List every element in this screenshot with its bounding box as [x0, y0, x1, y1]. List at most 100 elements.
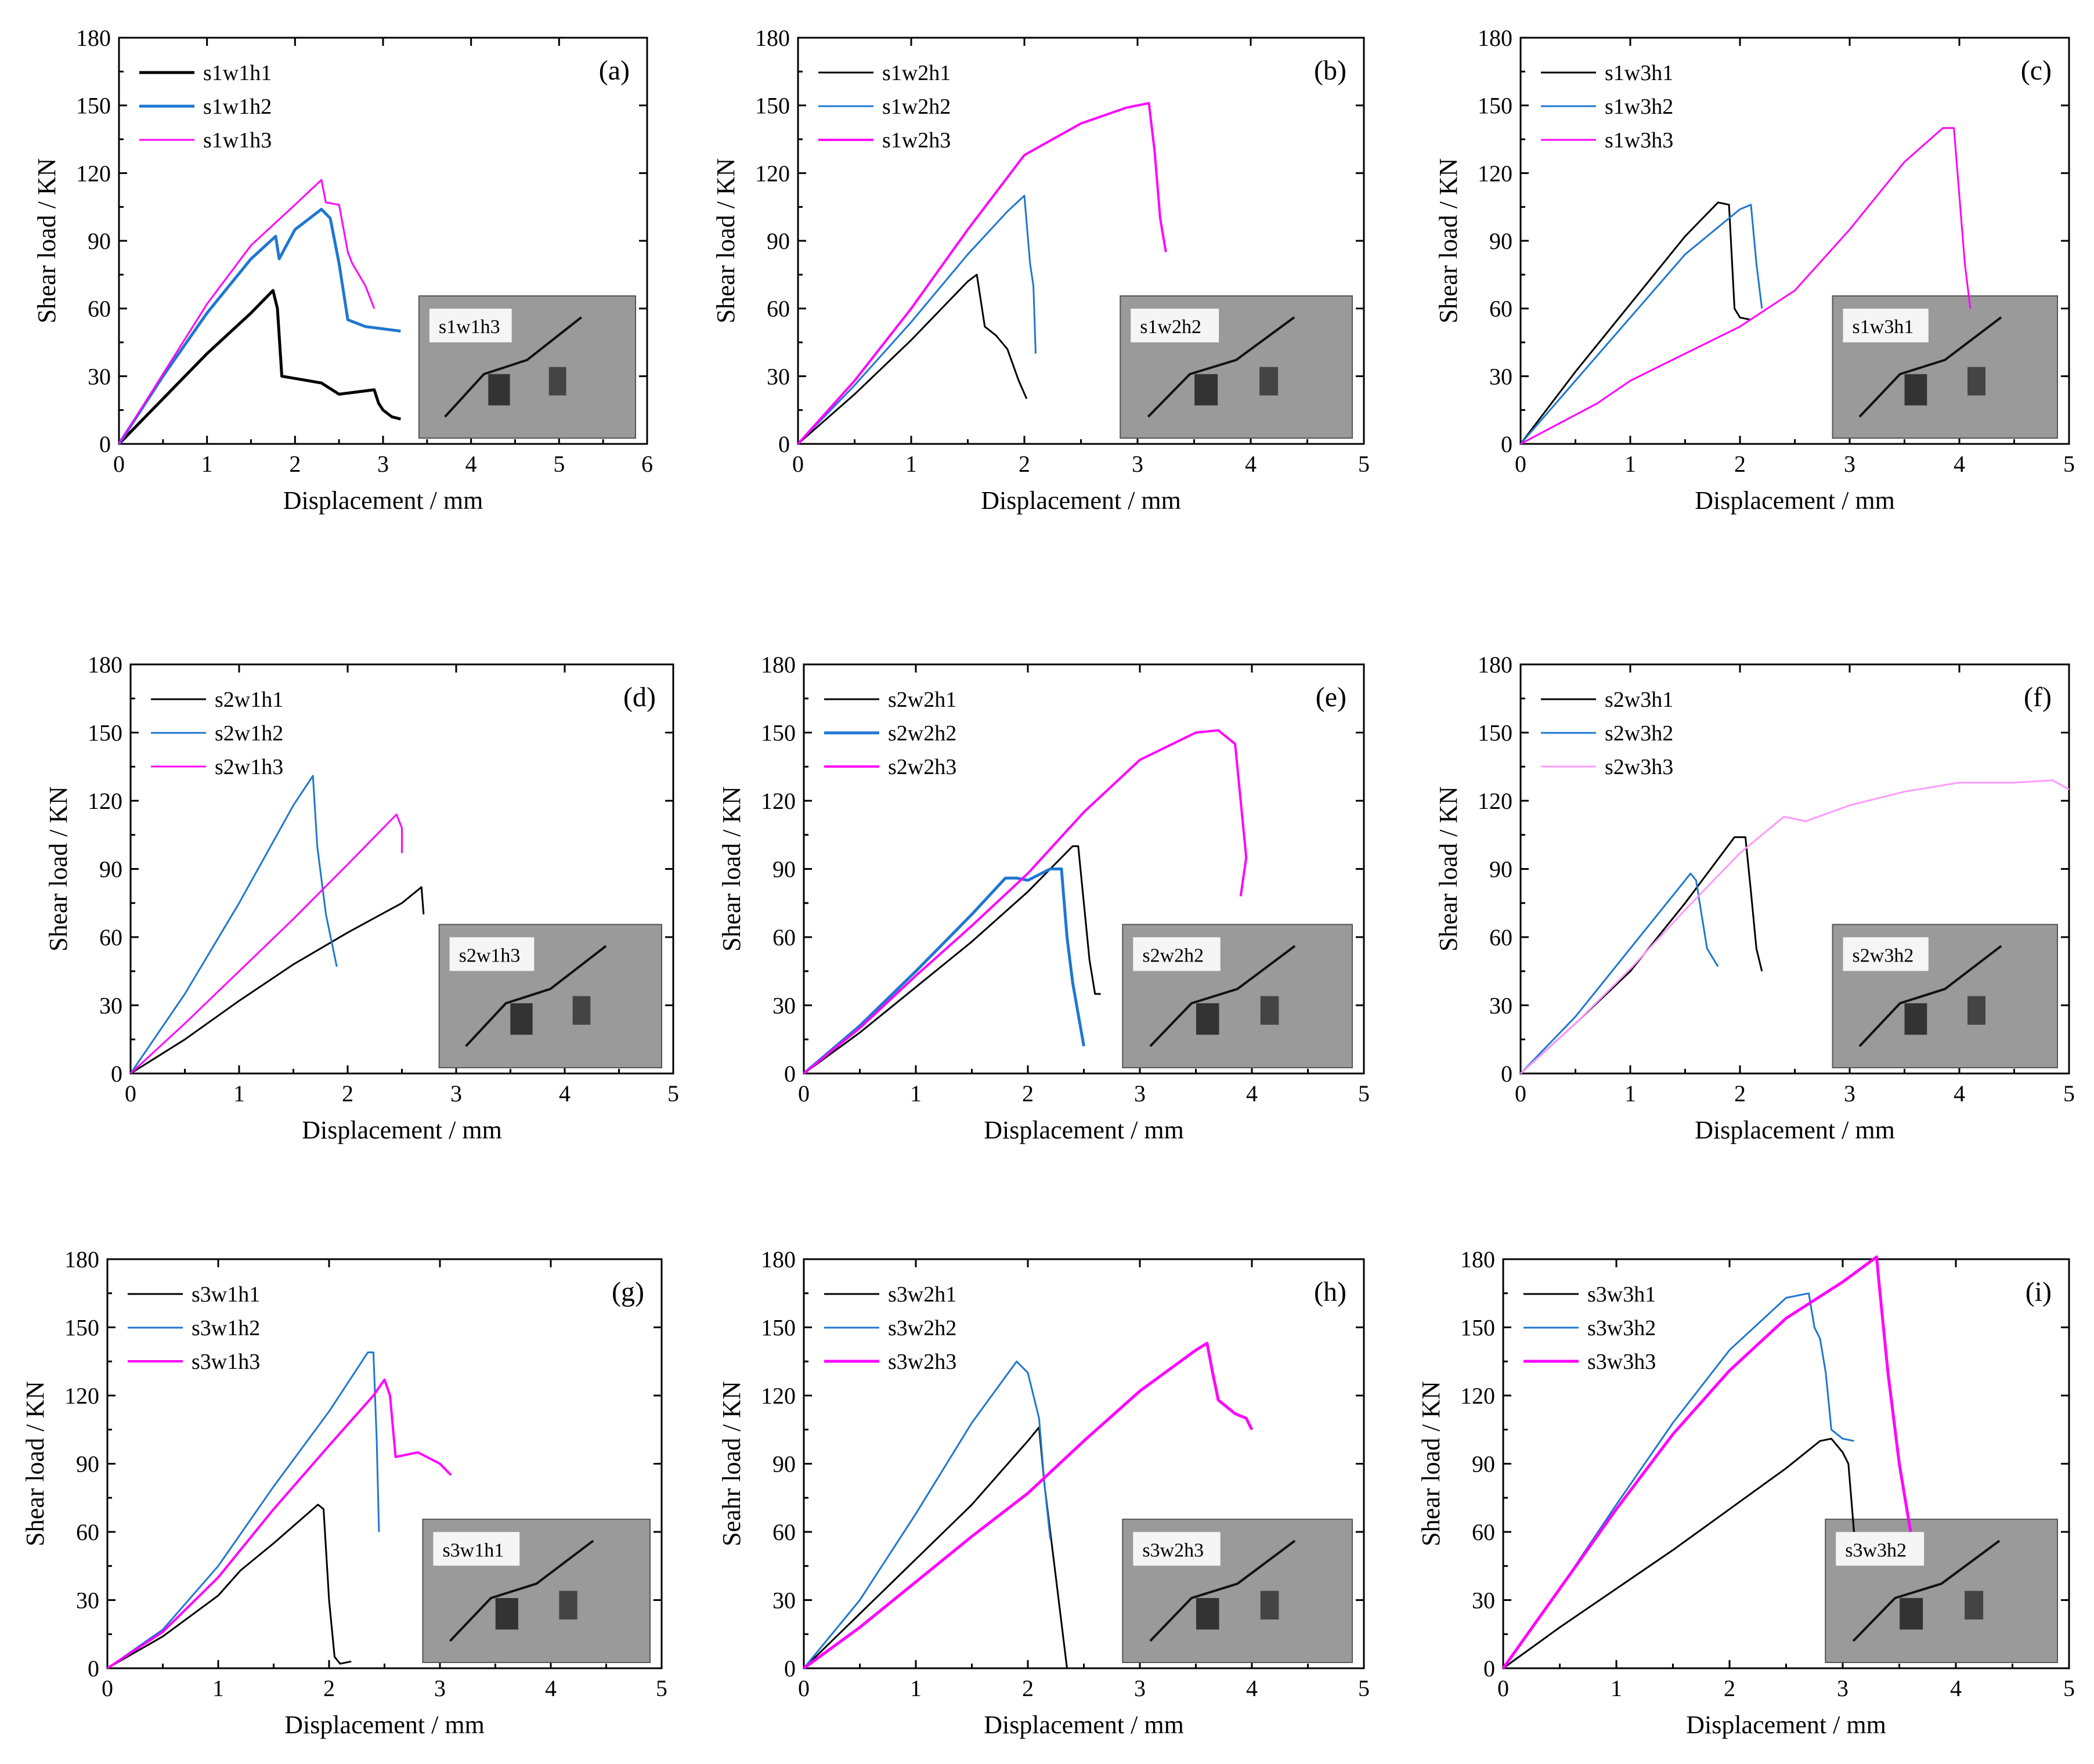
series-line-s2w2h3: [803, 729, 1248, 1075]
y-axis-title: Seahr load / KN: [717, 1381, 746, 1546]
specimen-block: [572, 996, 591, 1025]
panel-label: (c): [2021, 55, 2052, 86]
y-axis-title: Shear load / KN: [21, 1381, 49, 1546]
legend: s2w1h1 s2w1h2 s2w1h3: [151, 688, 283, 779]
x-tick-label: 0: [792, 451, 804, 477]
x-axis-title: Displacement / mm: [1686, 1711, 1886, 1739]
y-axis-title: Shear load / KN: [1434, 158, 1463, 324]
y-tick-label: 180: [1460, 1246, 1495, 1273]
legend: s2w3h1 s2w3h2 s2w3h3: [1541, 688, 1673, 779]
inset-label-box: [1836, 1532, 1925, 1566]
legend: s2w2h1 s2w2h2 s2w2h3: [824, 688, 956, 779]
specimen-block: [559, 1591, 577, 1620]
crack-line: [449, 1539, 594, 1642]
crack-line: [465, 945, 607, 1047]
x-tick-label: 2: [1734, 451, 1746, 477]
x-axis-title: Displacement / mm: [302, 1116, 502, 1144]
legend-label: s1w1h3: [203, 128, 272, 153]
chart-panel-6: 0 1 2 3 4 5 0 30 60 90 120 150 180 Displacement / mm S…: [1434, 652, 2075, 1144]
x-tick-label: 1: [910, 1080, 922, 1107]
inset-label: s2w3h2: [1853, 945, 1914, 966]
y-tick-label: 30: [1489, 993, 1512, 1019]
y-tick-label: 0: [784, 1655, 796, 1682]
y-tick-label: 30: [76, 1588, 99, 1614]
y-tick-label: 150: [76, 93, 111, 119]
chart-panel-8: 0 1 2 3 4 5 0 30 60 90 120 150 180 Displacement / mm S…: [717, 1246, 1370, 1739]
y-tick-label: 60: [772, 924, 796, 950]
x-tick-label: 5: [2063, 1675, 2075, 1701]
legend-label: s3w1h3: [192, 1350, 260, 1374]
y-tick-label: 60: [99, 924, 122, 950]
inset-label-box: [449, 937, 535, 971]
x-tick-label: 2: [289, 451, 301, 477]
y-axis-title: Shear load / KN: [44, 786, 73, 952]
panel-label: (h): [1314, 1277, 1346, 1307]
y-tick-label: 150: [1478, 93, 1512, 119]
y-tick-label: 90: [1489, 228, 1512, 254]
x-tick-label: 3: [1837, 1675, 1849, 1701]
series-line-s2w3h2: [1519, 872, 1719, 1075]
specimen-block: [488, 374, 510, 406]
x-tick-label: 1: [1624, 451, 1636, 477]
y-tick-label: 150: [755, 93, 790, 119]
inset-label-box: [1131, 309, 1219, 342]
inset-label-box: [1843, 309, 1929, 342]
x-tick-label: 4: [465, 451, 477, 477]
inset-label: s3w2h3: [1142, 1539, 1204, 1561]
inset-label: s2w2h2: [1142, 945, 1204, 966]
crack-line: [1858, 316, 2002, 418]
specimen-photo-inset: s3w1h1: [422, 1519, 651, 1663]
y-tick-label: 150: [1478, 720, 1512, 746]
series-line-s1w2h3: [797, 102, 1167, 445]
series-line-s3w3h1: [1503, 1437, 1855, 1669]
x-tick-label: 4: [545, 1675, 557, 1701]
y-tick-label: 0: [1501, 431, 1512, 457]
y-tick-label: 30: [772, 993, 796, 1019]
x-tick-label: 0: [125, 1080, 136, 1107]
x-tick-label: 1: [905, 451, 917, 477]
specimen-block: [1196, 1003, 1219, 1035]
y-tick-label: 180: [761, 1246, 796, 1273]
y-tick-label: 0: [1501, 1061, 1512, 1087]
legend-label: s1w3h1: [1605, 61, 1673, 85]
x-tick-label: 1: [910, 1675, 922, 1701]
panel-label: (d): [623, 682, 656, 713]
specimen-block: [1260, 1591, 1279, 1620]
specimen-block: [1967, 996, 1986, 1025]
x-tick-label: 1: [212, 1675, 224, 1701]
x-tick-label: 4: [1954, 1080, 1965, 1107]
series-line-s3w2h1: [803, 1426, 1068, 1669]
x-tick-label: 2: [1019, 451, 1030, 477]
specimen-photo-inset: s2w3h2: [1832, 924, 2059, 1068]
specimen-block: [1196, 1597, 1219, 1630]
y-tick-label: 180: [1478, 652, 1512, 678]
series-line-s1w2h1: [797, 273, 1028, 445]
x-tick-label: 4: [1954, 451, 1965, 477]
legend-label: s3w2h1: [888, 1282, 956, 1307]
y-tick-label: 120: [761, 788, 796, 814]
x-tick-label: 5: [667, 1080, 679, 1107]
y-tick-label: 180: [755, 25, 790, 51]
inset-label-box: [1133, 937, 1221, 971]
legend-label: s1w3h2: [1605, 95, 1673, 119]
series-line-s3w1h3: [106, 1378, 452, 1669]
x-axis-title: Displacement / mm: [1695, 486, 1895, 515]
x-tick-label: 0: [102, 1675, 113, 1701]
legend: s1w2h1 s1w2h2 s1w2h3: [818, 61, 951, 153]
x-tick-label: 5: [1358, 1080, 1370, 1107]
x-tick-label: 0: [798, 1675, 810, 1701]
x-axis-title: Displacement / mm: [981, 486, 1181, 515]
y-tick-label: 90: [99, 856, 122, 883]
series-line-s2w1h2: [129, 775, 338, 1074]
y-tick-label: 90: [1489, 856, 1512, 883]
crack-line: [1149, 945, 1296, 1047]
legend-label: s2w3h3: [1605, 755, 1673, 779]
series-line-s1w3h3: [1520, 127, 1972, 445]
legend-label: s2w1h2: [215, 721, 283, 746]
chart-panel-2: 0 1 2 3 4 5 0 30 60 90 120 150 180 Displacement / mm S…: [712, 25, 1370, 515]
y-tick-label: 150: [64, 1315, 99, 1341]
series-line-s1w3h1: [1519, 201, 1752, 444]
inset-label: s1w1h3: [439, 316, 500, 338]
y-tick-label: 120: [1460, 1383, 1495, 1409]
x-tick-label: 4: [1950, 1675, 1962, 1701]
